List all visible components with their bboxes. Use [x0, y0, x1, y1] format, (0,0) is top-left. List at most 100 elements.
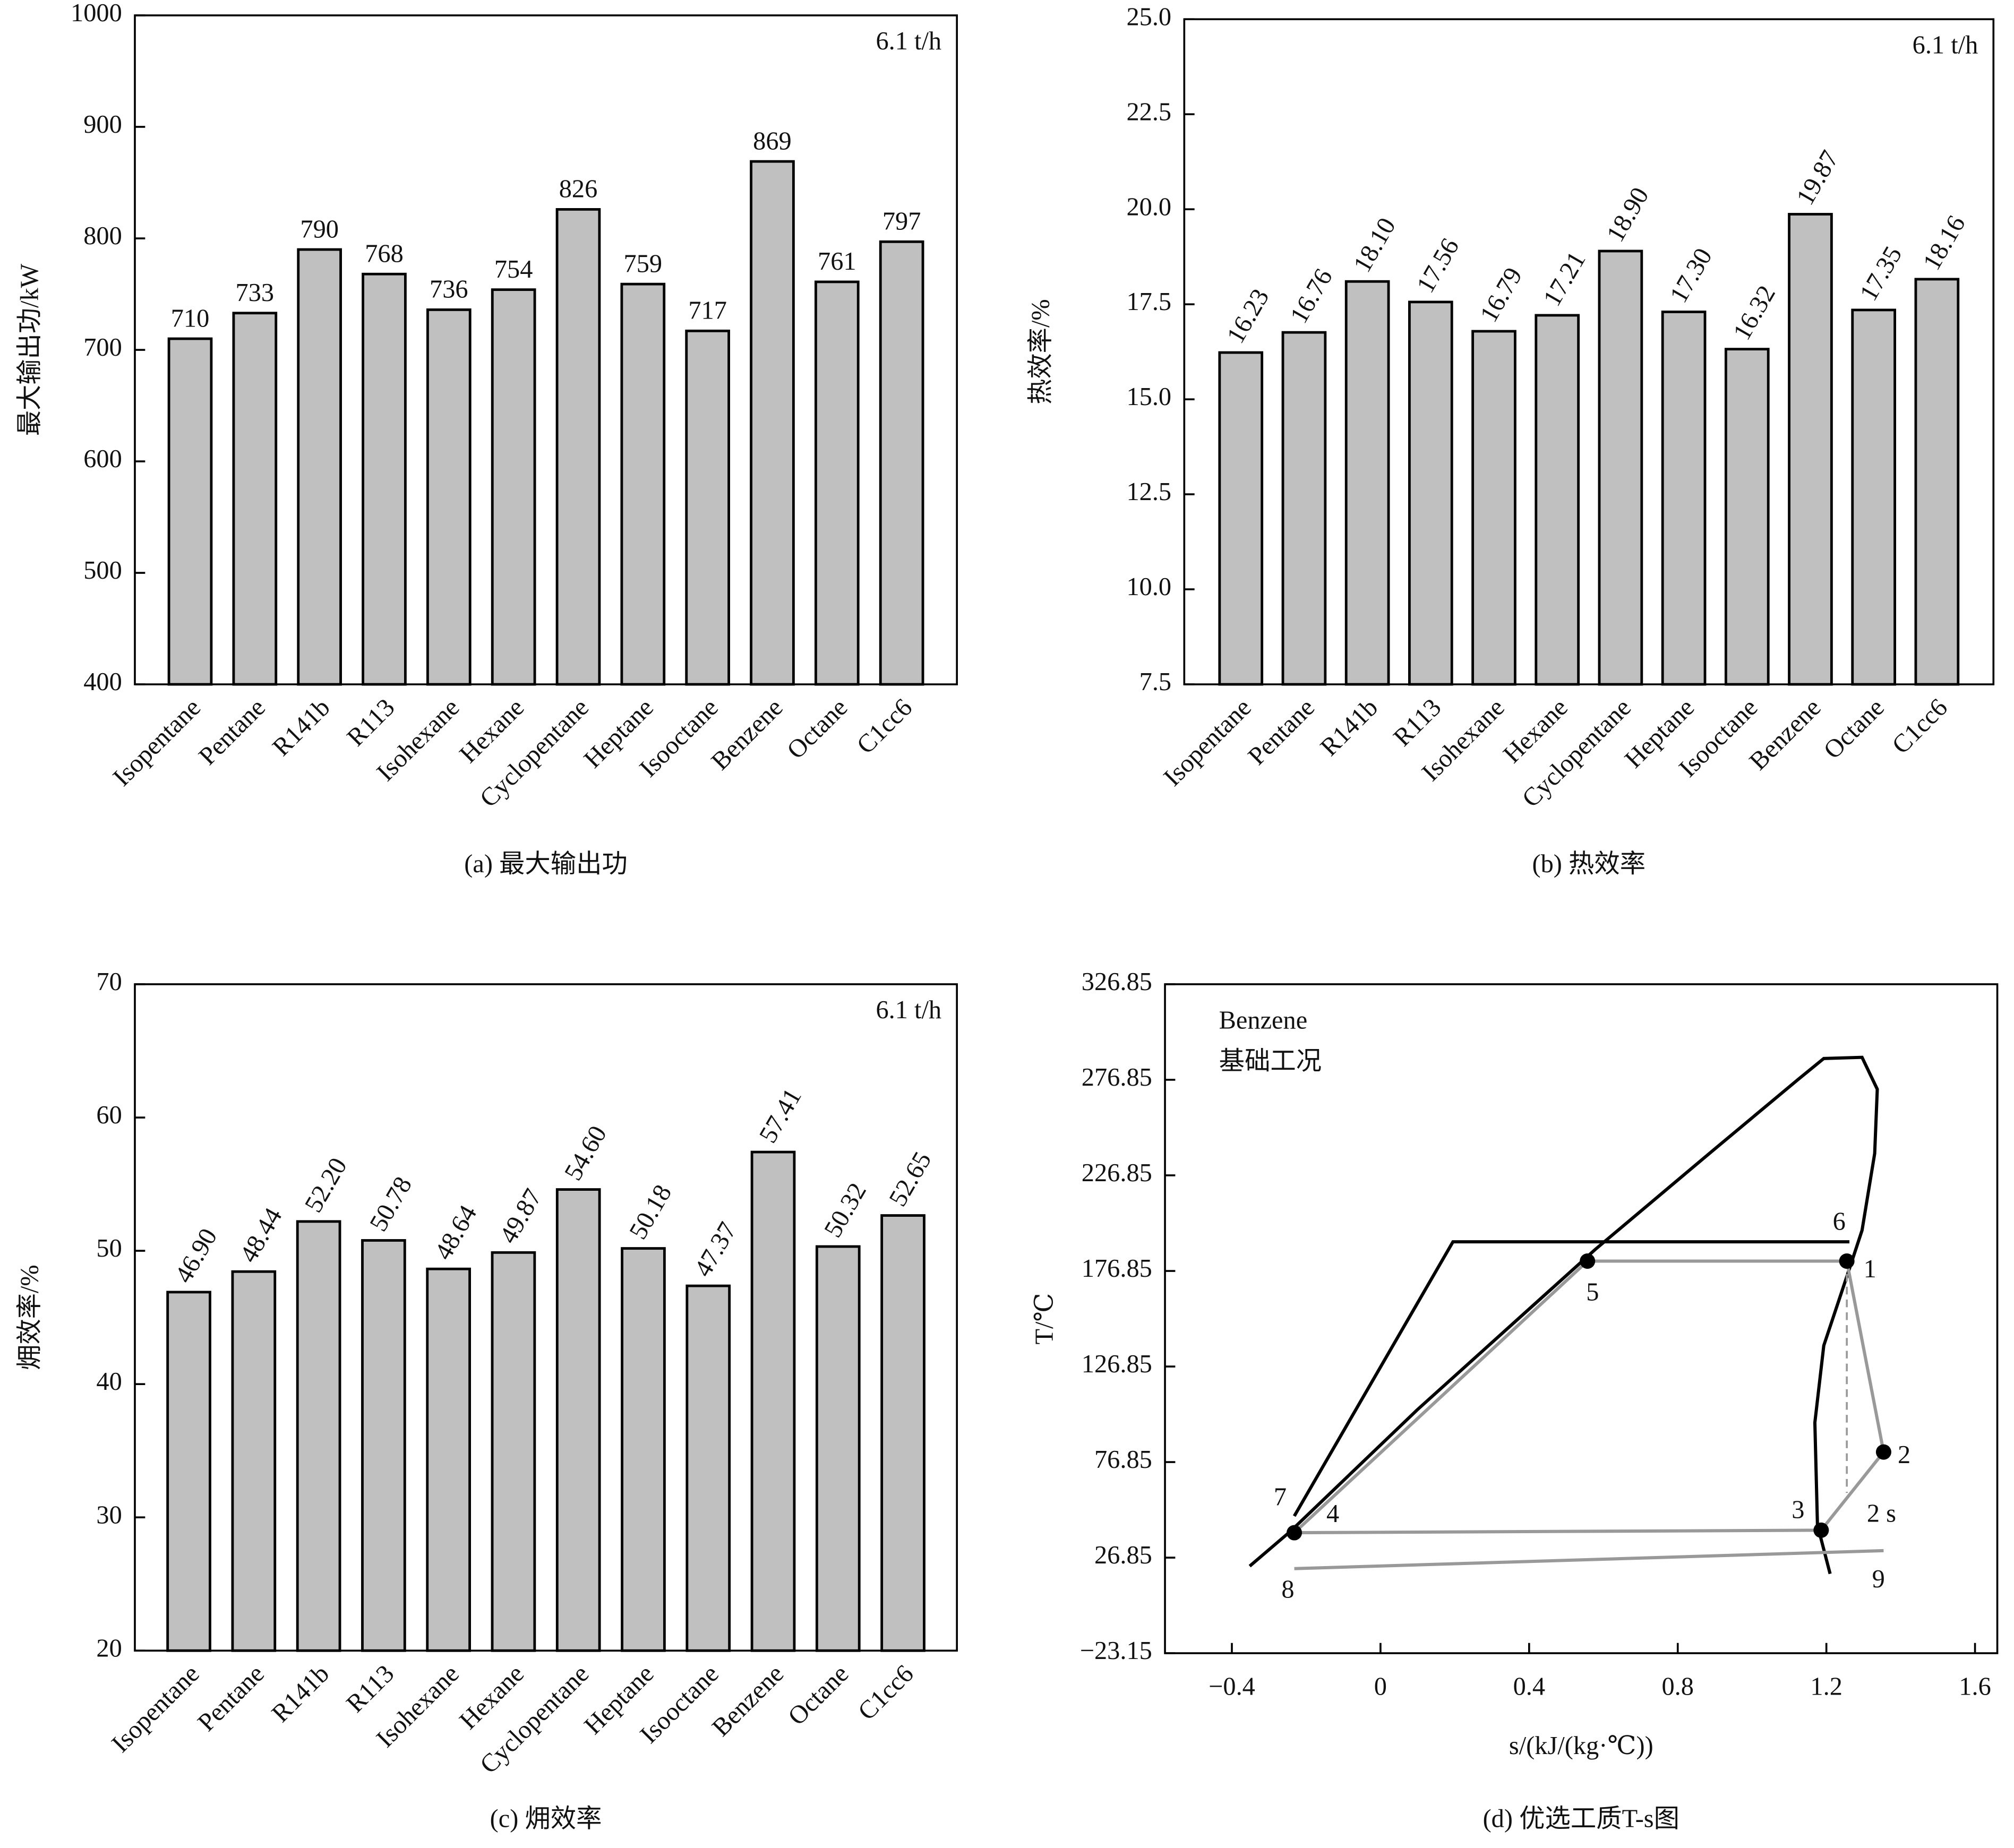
- note: Benzene: [1219, 1007, 1308, 1035]
- point-label: 1: [1864, 1255, 1876, 1283]
- data-label: 826: [559, 175, 598, 203]
- data-label: 17.21: [1538, 247, 1591, 311]
- state-point: [1813, 1522, 1829, 1538]
- x-tick-label: Octane: [782, 693, 853, 764]
- x-tick-label: R113: [1388, 693, 1446, 752]
- state-point: [1875, 1444, 1891, 1460]
- bar: [361, 1239, 406, 1652]
- point-label: 8: [1281, 1575, 1294, 1603]
- bar: [555, 208, 601, 686]
- x-tick-label: 1.6: [1959, 1673, 1991, 1701]
- y-tick-label: 30: [96, 1501, 122, 1529]
- data-label: 869: [753, 127, 792, 155]
- data-label: 16.23: [1221, 284, 1274, 348]
- bar: [297, 248, 342, 686]
- series-line: [1292, 1240, 1850, 1517]
- x-tick-label: Benzene: [706, 693, 788, 776]
- plot-frame: [134, 14, 958, 685]
- point-label: 6: [1833, 1207, 1846, 1235]
- y-axis-label: T/℃: [1031, 1293, 1059, 1345]
- data-label: 46.90: [169, 1224, 222, 1288]
- series-line: [1293, 1259, 1886, 1535]
- note: 基础工况: [1219, 1047, 1322, 1076]
- x-tick-label: C1cc6: [1887, 693, 1953, 760]
- x-tick-label: Pentane: [192, 1660, 270, 1737]
- bar: [1218, 351, 1264, 686]
- point-label: 2 s: [1867, 1500, 1896, 1528]
- bar: [1598, 250, 1643, 686]
- series-line: [1294, 1549, 1884, 1570]
- y-tick-label: 800: [83, 222, 122, 250]
- data-label: 717: [688, 297, 727, 325]
- y-tick-label: 40: [96, 1368, 122, 1396]
- data-label: 17.30: [1665, 244, 1718, 308]
- bar: [491, 288, 536, 686]
- bar: [1661, 311, 1707, 686]
- bar: [231, 1270, 277, 1652]
- bar: [685, 329, 730, 686]
- x-tick-label: Isopentane: [106, 1660, 205, 1758]
- x-tick-label: Pentane: [193, 693, 271, 771]
- y-tick-label: 70: [96, 968, 122, 996]
- y-axis-label: 热效率/%: [1026, 299, 1055, 404]
- y-tick-label: 50: [96, 1234, 122, 1262]
- bar: [750, 1150, 796, 1652]
- bar: [1344, 280, 1390, 686]
- data-label: 17.35: [1854, 242, 1907, 306]
- plot-frame: [1164, 983, 1999, 1654]
- y-tick-label: 326.85: [1082, 968, 1152, 996]
- bar: [1535, 314, 1580, 686]
- y-tick-label: 400: [83, 668, 122, 696]
- x-tick-label: R113: [341, 693, 400, 752]
- data-label: 17.56: [1411, 234, 1464, 298]
- data-label: 49.87: [494, 1184, 547, 1249]
- x-axis-label: s/(kJ/(kg·℃)): [1509, 1732, 1653, 1760]
- data-label: 16.76: [1284, 264, 1338, 328]
- x-tick-label: Isopentane: [107, 693, 206, 792]
- annotation: 6.1 t/h: [1913, 31, 1978, 59]
- plot-frame: [1183, 18, 1995, 685]
- y-tick-label: 7.5: [1139, 668, 1171, 696]
- data-label: 18.90: [1601, 183, 1654, 247]
- bar: [1788, 213, 1833, 686]
- y-tick-label: 20: [96, 1634, 122, 1662]
- bar: [1408, 300, 1453, 686]
- bar: [426, 1267, 472, 1652]
- y-axis-label: 最大输出功/kW: [16, 263, 44, 436]
- x-tick-label: −0.4: [1209, 1673, 1255, 1701]
- data-label: 754: [494, 255, 533, 283]
- bar: [814, 280, 860, 686]
- bar: [1851, 308, 1897, 686]
- data-label: 736: [430, 276, 468, 304]
- state-point: [1580, 1253, 1596, 1269]
- y-tick-label: 500: [83, 556, 122, 585]
- x-tick-label: 0: [1374, 1673, 1387, 1701]
- x-tick-label: R141b: [267, 1660, 335, 1727]
- x-tick-label: Octane: [1818, 693, 1889, 764]
- caption: (a) 最大输出功: [464, 850, 628, 878]
- bar: [879, 240, 924, 686]
- data-label: 48.64: [429, 1200, 482, 1265]
- bar: [750, 160, 795, 686]
- caption: (b) 热效率: [1532, 850, 1646, 878]
- x-tick-label: 0.8: [1661, 1673, 1693, 1701]
- point-label: 7: [1274, 1483, 1287, 1511]
- data-label: 16.32: [1728, 281, 1781, 345]
- plot-frame: [134, 983, 958, 1652]
- bar: [362, 272, 407, 686]
- bar: [621, 1247, 666, 1652]
- data-label: 47.37: [689, 1217, 742, 1282]
- data-label: 768: [365, 240, 404, 268]
- annotation: 6.1 t/h: [876, 27, 941, 55]
- state-point: [1287, 1525, 1302, 1541]
- data-label: 48.44: [234, 1203, 287, 1267]
- bar: [491, 1251, 536, 1652]
- x-tick-label: R113: [341, 1660, 399, 1718]
- data-label: 797: [882, 208, 921, 236]
- bar: [232, 312, 278, 686]
- data-label: 790: [300, 215, 339, 243]
- bar: [815, 1245, 861, 1652]
- x-tick-label: Octane: [783, 1660, 854, 1731]
- bar: [620, 282, 666, 686]
